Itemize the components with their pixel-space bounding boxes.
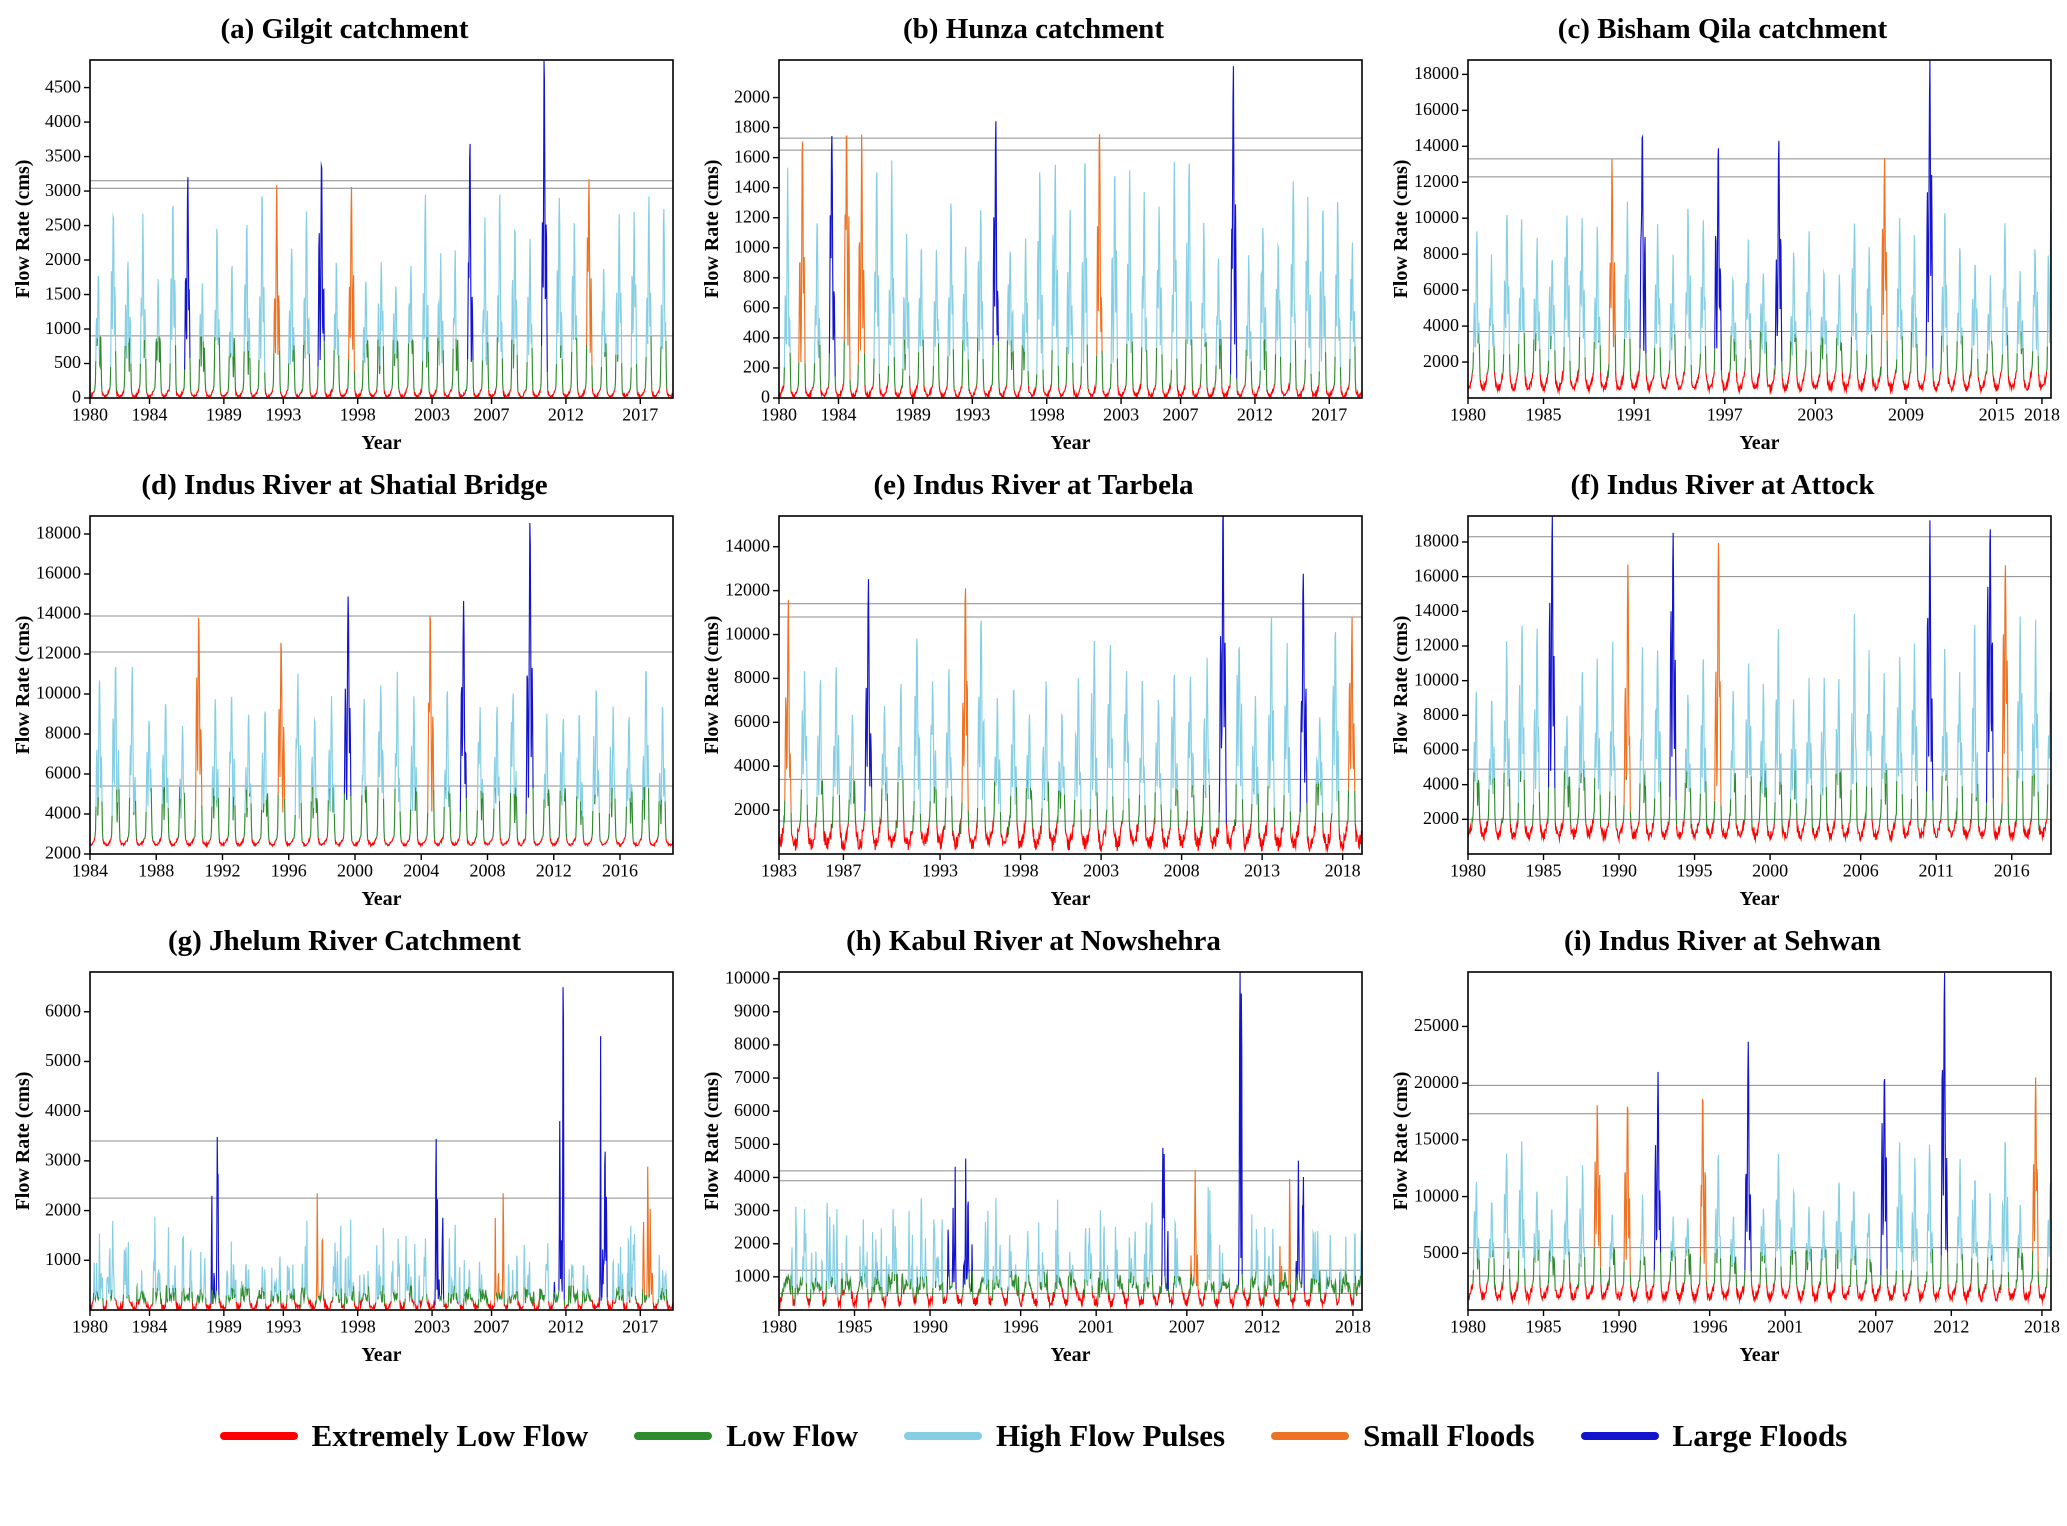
chart-title-g: (g) Jhelum River Catchment (167, 925, 522, 957)
chart-canvas-c (1378, 50, 2065, 464)
legend-item-extremely-low-flow: Extremely Low Flow (219, 1418, 589, 1454)
chart-canvas-b (689, 50, 1376, 464)
chart-canvas-f (1378, 506, 2065, 920)
legend-item-low-flow: Low Flow (634, 1418, 858, 1454)
legend-item-large-floods: Large Floods (1580, 1418, 1848, 1454)
chart-title-i: (i) Indus River at Sehwan (1564, 925, 1881, 957)
subplot-g: (g) Jhelum River Catchment (0, 920, 689, 1376)
subplot-e: (e) Indus River at Tarbela (689, 464, 1378, 920)
chart-canvas-a (0, 50, 687, 464)
legend: Extremely Low Flow Low Flow High Flow Puls… (0, 1406, 2067, 1466)
legend-label: Large Floods (1672, 1418, 1848, 1453)
legend-item-small-floods: Small Floods (1271, 1418, 1535, 1454)
legend-swatch-icon (1271, 1432, 1350, 1440)
subplot-d: (d) Indus River at Shatial Bridge (0, 464, 689, 920)
legend-swatch-icon (1580, 1432, 1659, 1440)
subplot-b: (b) Hunza catchment (689, 8, 1378, 464)
legend-item-high-flow-pulses: High Flow Pulses (904, 1418, 1225, 1454)
chart-canvas-i (1378, 962, 2065, 1376)
legend-swatch-icon (904, 1432, 983, 1440)
legend-label: Small Floods (1363, 1418, 1535, 1453)
charts-grid: (a) Gilgit catchment (b) Hunza catchment (… (0, 8, 2067, 1376)
chart-title-a: (a) Gilgit catchment (220, 13, 469, 45)
legend-label: High Flow Pulses (996, 1418, 1226, 1453)
chart-canvas-e (689, 506, 1376, 920)
subplot-i: (i) Indus River at Sehwan (1378, 920, 2067, 1376)
legend-label: Low Flow (726, 1418, 859, 1453)
legend-label: Extremely Low Flow (311, 1418, 589, 1453)
chart-title-f: (f) Indus River at Attock (1570, 469, 1875, 501)
chart-title-e: (e) Indus River at Tarbela (873, 469, 1194, 501)
chart-title-h: (h) Kabul River at Nowshehra (846, 925, 1221, 957)
figure-page: (a) Gilgit catchment (b) Hunza catchment (… (0, 8, 2067, 1466)
chart-title-c: (c) Bisham Qila catchment (1557, 13, 1888, 45)
chart-canvas-h (689, 962, 1376, 1376)
chart-canvas-d (0, 506, 687, 920)
chart-canvas-g (0, 962, 687, 1376)
subplot-a: (a) Gilgit catchment (0, 8, 689, 464)
subplot-f: (f) Indus River at Attock (1378, 464, 2067, 920)
chart-title-d: (d) Indus River at Shatial Bridge (141, 469, 548, 501)
subplot-h: (h) Kabul River at Nowshehra (689, 920, 1378, 1376)
subplot-c: (c) Bisham Qila catchment (1378, 8, 2067, 464)
legend-swatch-icon (634, 1432, 713, 1440)
legend-swatch-icon (219, 1432, 298, 1440)
chart-title-b: (b) Hunza catchment (903, 13, 1164, 45)
